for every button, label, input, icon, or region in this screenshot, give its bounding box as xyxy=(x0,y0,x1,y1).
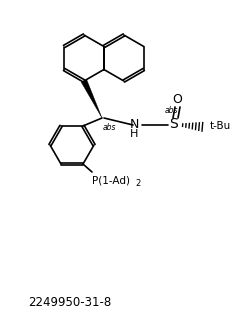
Text: H: H xyxy=(130,129,138,139)
Text: 2: 2 xyxy=(135,179,140,187)
Text: abs: abs xyxy=(103,123,116,132)
Polygon shape xyxy=(81,80,102,118)
Text: O: O xyxy=(172,92,182,106)
Text: 2249950-31-8: 2249950-31-8 xyxy=(28,297,111,309)
Text: abs: abs xyxy=(165,106,178,115)
Text: P(1-Ad): P(1-Ad) xyxy=(92,175,130,185)
Text: t-Bu: t-Bu xyxy=(210,121,231,131)
Text: S: S xyxy=(170,117,178,131)
Text: N: N xyxy=(129,118,139,130)
